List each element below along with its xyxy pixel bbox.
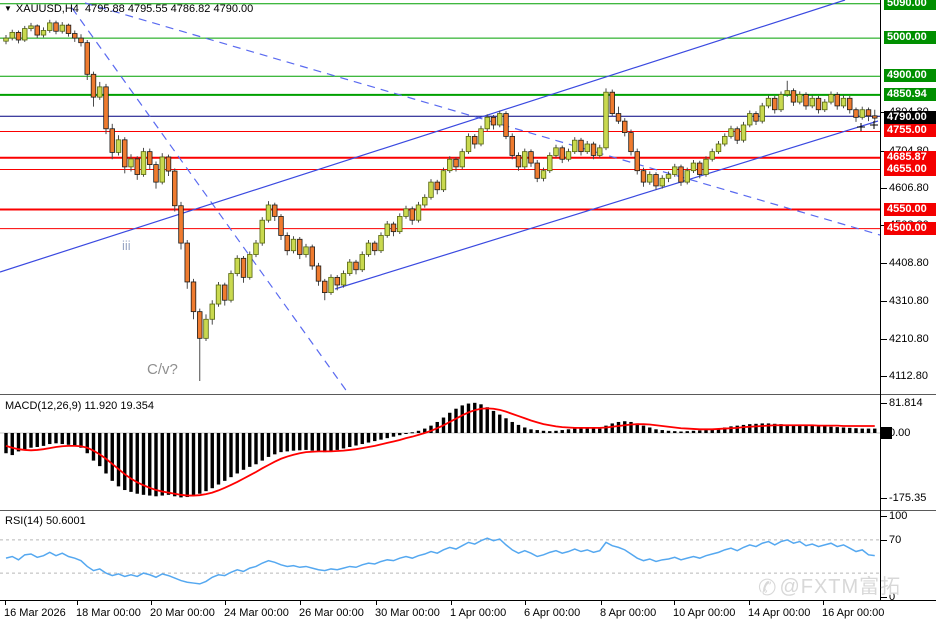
symbol-dropdown-icon[interactable]: ▼ <box>4 4 12 13</box>
macd-current-value-marker <box>881 427 892 439</box>
phone-icon: ✆ <box>758 575 778 600</box>
ascending-support[interactable] <box>334 120 879 290</box>
macd-scale-0.00: 0.00 <box>889 427 911 439</box>
chart-title: ▼ XAUUSD,H4 4795.88 4795.55 4786.82 4790.… <box>4 3 253 15</box>
rsi-indicator-label: RSI(14) 50.6001 <box>3 514 90 528</box>
time-label: 20 Mar 00:00 <box>150 607 215 619</box>
macd-indicator-label: MACD(12,26,9) 11.920 19.354 <box>3 399 158 413</box>
panel-separator[interactable] <box>0 394 936 395</box>
rsi-line <box>5 537 875 585</box>
price-tick-4210.80: 4210.80 <box>889 332 929 345</box>
macd-scale[interactable]: 81.814 0.00 -175.35 <box>881 396 936 509</box>
time-label: 6 Apr 00:00 <box>524 607 581 619</box>
text-annotation-1[interactable]: iii <box>122 238 131 253</box>
price-scale-line <box>880 0 881 600</box>
level-price-label-4685.87: 4685.87 <box>884 150 936 164</box>
ohlc-values: 4795.88 4795.55 4786.82 4790.00 <box>85 3 254 15</box>
macd-panel[interactable] <box>0 396 880 509</box>
panel-separator[interactable] <box>0 510 936 511</box>
level-price-label-5000.00: 5000.00 <box>884 31 936 45</box>
rsi-scale[interactable]: 100 70 0 <box>881 510 936 603</box>
price-tick-4112.80: 4112.80 <box>889 370 928 383</box>
macd-histogram <box>4 402 877 498</box>
time-label: 16 Apr 00:00 <box>822 607 885 619</box>
watermark-text: @FXTM富拓 <box>779 576 902 598</box>
time-label: 1 Apr 00:00 <box>450 607 507 619</box>
price-tick-4606.80: 4606.80 <box>889 181 929 194</box>
macd-scale--175.35: -175.35 <box>889 492 927 504</box>
level-price-label-4850.94: 4850.94 <box>884 87 936 101</box>
time-label: 10 Apr 00:00 <box>673 607 736 619</box>
time-label: 16 Mar 2026 <box>4 607 66 619</box>
macd-signal-line <box>5 407 875 497</box>
level-price-label-4900.00: 4900.00 <box>884 69 936 83</box>
macd-scale-81.814: 81.814 <box>889 397 923 409</box>
candlestick-series <box>3 19 878 381</box>
time-label: 8 Apr 00:00 <box>600 607 657 619</box>
level-price-label-4655.00: 4655.00 <box>884 162 936 176</box>
broker-watermark: ✆ @FXTM富拓 <box>758 570 901 601</box>
price-tick-4310.80: 4310.80 <box>889 294 929 307</box>
rsi-panel[interactable] <box>0 512 880 599</box>
time-label: 18 Mar 00:00 <box>76 607 141 619</box>
level-price-label-4755.00: 4755.00 <box>884 124 936 138</box>
descending-dashed-steep[interactable] <box>71 7 349 394</box>
rsi-scale-100: 100 <box>889 510 908 522</box>
time-axis-line <box>0 600 936 601</box>
rsi-scale-0: 0 <box>889 591 896 603</box>
text-annotation-2[interactable]: C/v? <box>147 361 178 378</box>
level-price-label-4500.00: 4500.00 <box>884 221 936 235</box>
price-tick-4408.80: 4408.80 <box>889 257 929 270</box>
price-scale[interactable]: 4804.804704.804606.804508.804408.804310.… <box>881 0 936 394</box>
time-label: 14 Apr 00:00 <box>748 607 811 619</box>
time-label: 26 Mar 00:00 <box>299 607 364 619</box>
price-chart-panel[interactable] <box>0 0 880 394</box>
ascending-long[interactable] <box>0 0 846 273</box>
level-price-label-5090.00: 5090.00 <box>884 0 936 10</box>
time-label: 30 Mar 00:00 <box>375 607 440 619</box>
descending-dashed-shallow[interactable] <box>84 2 880 236</box>
rsi-scale-70: 70 <box>889 534 902 546</box>
time-label: 24 Mar 00:00 <box>224 607 289 619</box>
symbol-timeframe-label: XAUUSD,H4 <box>15 3 79 15</box>
current-price-label: 4790.00 <box>884 111 936 125</box>
level-price-label-4550.00: 4550.00 <box>884 202 936 216</box>
